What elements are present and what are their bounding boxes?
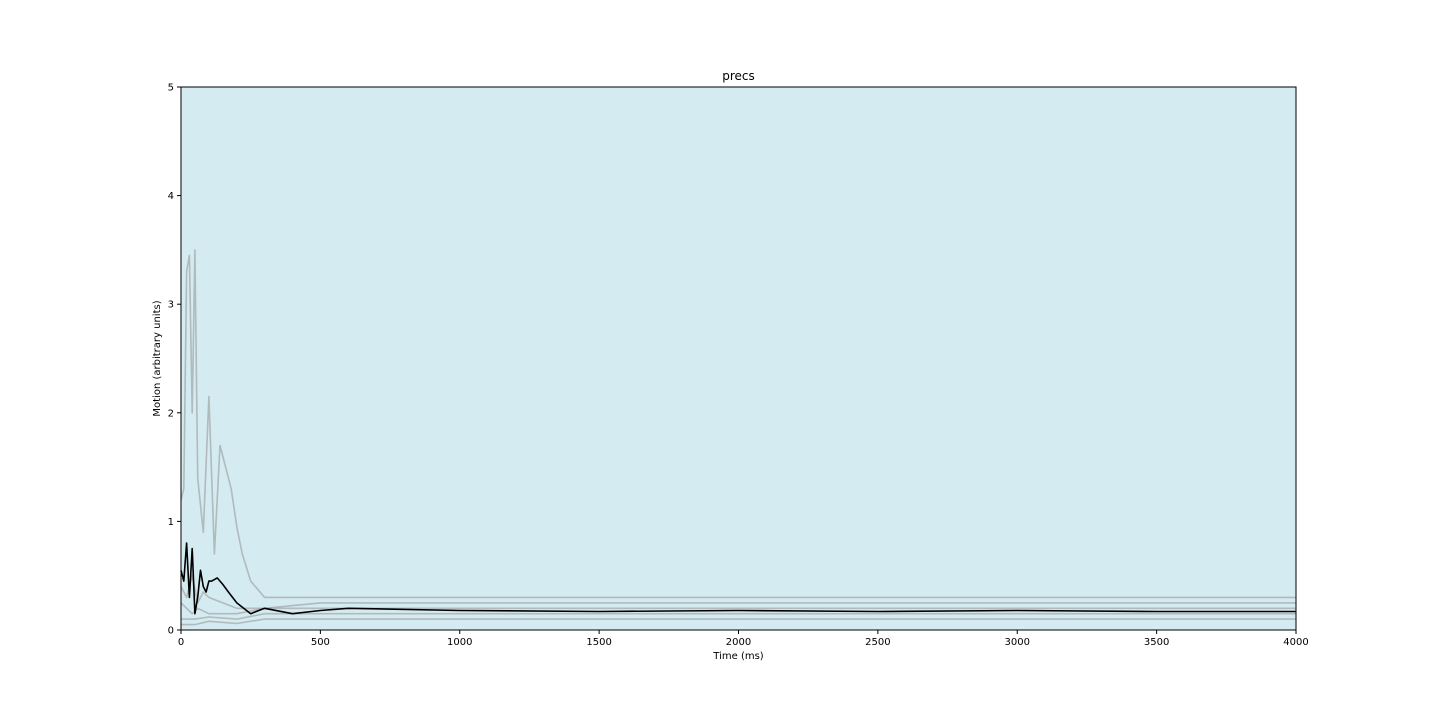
x-tick-label: 3500 — [1144, 637, 1169, 648]
x-tick-label: 2500 — [865, 637, 890, 648]
series-line-3 — [181, 612, 1296, 620]
x-tick-label: 4000 — [1283, 637, 1308, 648]
y-tick-label: 4 — [168, 191, 174, 202]
y-axis-label: Motion (arbitrary units) — [152, 300, 163, 416]
x-tick-label: 1000 — [447, 637, 472, 648]
x-tick-label: 1500 — [586, 637, 611, 648]
mean-series-line — [180, 542, 1296, 615]
y-tick-label: 0 — [168, 626, 174, 637]
x-tick-label: 3000 — [1005, 637, 1030, 648]
series-line-4 — [181, 618, 1296, 626]
plot-background — [181, 87, 1296, 630]
chart-title: precs — [722, 69, 755, 83]
x-tick-label: 2000 — [726, 637, 751, 648]
x-axis-label: Time (ms) — [712, 651, 764, 662]
series-line-0 — [180, 249, 1296, 599]
x-tick-label: 0 — [178, 637, 184, 648]
x-tick-label: 500 — [311, 637, 330, 648]
y-axis-ticks: 0 1 2 3 4 5 — [168, 83, 181, 637]
x-axis-ticks: 0 500 1000 1500 2000 2500 3000 3500 4000 — [178, 630, 1309, 648]
y-tick-label: 1 — [168, 517, 174, 528]
y-tick-label: 3 — [168, 300, 174, 311]
series-layer — [180, 249, 1296, 626]
y-tick-label: 2 — [168, 408, 174, 419]
y-tick-label: 5 — [168, 83, 174, 94]
